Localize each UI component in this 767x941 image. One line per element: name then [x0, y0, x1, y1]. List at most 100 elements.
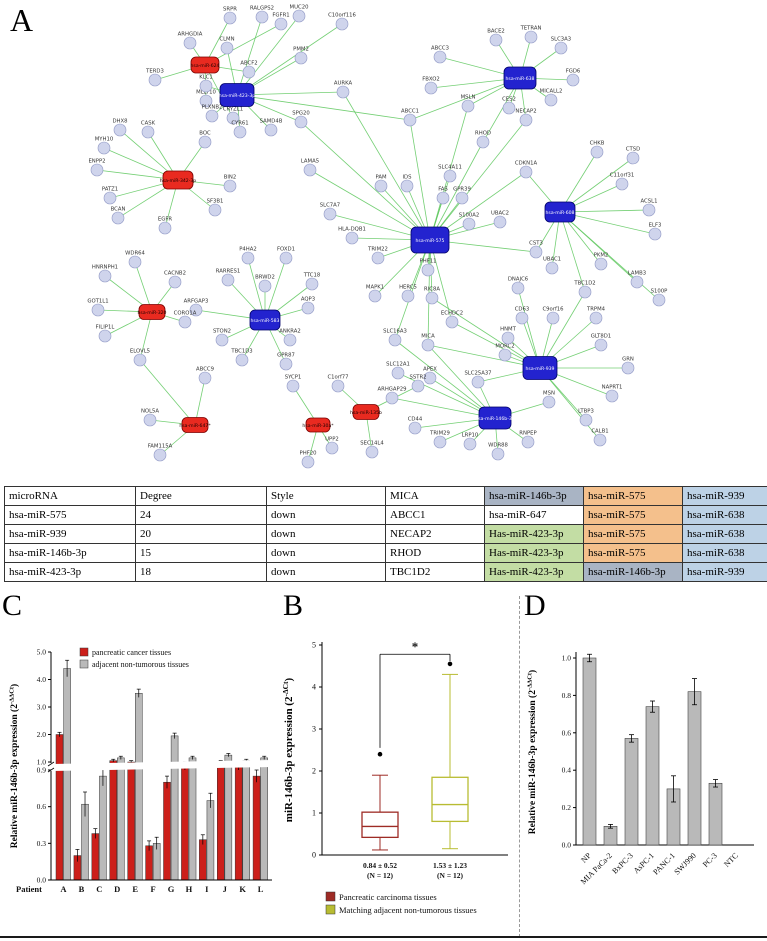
- gene-node: GPR87: [277, 353, 295, 371]
- svg-text:PATZ1: PATZ1: [102, 187, 118, 193]
- axis-break-band: [52, 760, 272, 771]
- gene-mirna-table-cell: MICA: [385, 486, 485, 506]
- svg-text:HERC5: HERC5: [399, 285, 417, 291]
- gene-mirna-table-cell: hsa-miR-146b-3p: [583, 562, 683, 582]
- svg-text:CTSD: CTSD: [626, 147, 640, 153]
- gene-node: FILIP1L: [96, 325, 114, 343]
- gene-node: KLC1: [199, 75, 213, 93]
- gene-node: GOT1L1: [87, 299, 109, 317]
- x-tick-label: PANC-1: [651, 851, 677, 877]
- svg-text:HLA-DQB1: HLA-DQB1: [338, 227, 366, 233]
- mirna-table-cell: 18: [135, 562, 267, 582]
- gene-node: BOC: [198, 131, 212, 149]
- mean-label: 0.84 ± 0.52: [363, 861, 397, 870]
- gene-node: AQP3: [301, 297, 315, 315]
- gene-node: MYH10: [95, 137, 114, 155]
- gene-node: CORO1A: [174, 311, 197, 329]
- legend-swatch: [325, 904, 336, 915]
- mirna-table-cell: hsa-miR-575: [4, 505, 136, 525]
- gene-node: SRPR: [223, 7, 237, 25]
- gene-node: ABCC9: [196, 367, 214, 385]
- svg-text:S100A2: S100A2: [459, 213, 479, 219]
- gene-node: CD44: [408, 417, 423, 435]
- legend-label: pancreatic cancer tissues: [92, 648, 171, 657]
- mirna-table-cell: 20: [135, 524, 267, 544]
- mirna-table-cell: down: [266, 543, 394, 563]
- svg-text:hsa-miR-135b: hsa-miR-135b: [350, 410, 382, 416]
- x-tick-label: SWJ990: [672, 851, 698, 877]
- mirna-table-cell: hsa-miR-146b-3p: [4, 543, 136, 563]
- svg-text:SPG20: SPG20: [292, 111, 310, 117]
- svg-text:GOT1L1: GOT1L1: [87, 299, 108, 305]
- svg-text:KLC1: KLC1: [199, 75, 213, 81]
- gene-node: S100P: [651, 289, 668, 307]
- svg-text:SLC16A3: SLC16A3: [383, 329, 407, 335]
- gene-node: SLC12A1: [386, 362, 410, 380]
- gene-node: ACSL1: [641, 199, 657, 217]
- gene-node: TBC1D3: [230, 349, 253, 367]
- svg-text:MUC20: MUC20: [290, 5, 310, 11]
- svg-text:DHX8: DHX8: [112, 119, 128, 125]
- x-tick-label: BxPC-3: [610, 851, 635, 876]
- gene-node: P4HA2: [239, 247, 257, 265]
- svg-text:hsa-miR-320: hsa-miR-320: [138, 310, 167, 316]
- gene-node: NAPRT1: [602, 385, 622, 403]
- svg-text:WDR64: WDR64: [125, 251, 145, 257]
- svg-text:HNRNPH1: HNRNPH1: [92, 265, 118, 271]
- y-tick-label: 4: [312, 683, 316, 692]
- svg-text:SRPR: SRPR: [223, 7, 237, 13]
- mirna-hub-node: hsa-miR-608: [544, 201, 576, 223]
- gene-node: ABCC1: [401, 109, 419, 127]
- gene-node: SAMD4B: [260, 119, 283, 137]
- gene-node: ARHGDIA: [178, 32, 203, 50]
- svg-text:MICA: MICA: [421, 334, 435, 340]
- svg-text:S100P: S100P: [651, 289, 668, 295]
- svg-text:SAMD4B: SAMD4B: [260, 119, 283, 125]
- panel-a-label: A: [10, 2, 34, 38]
- gene-node: TERD3: [145, 69, 164, 87]
- svg-text:TERD3: TERD3: [145, 69, 164, 75]
- svg-text:ELF3: ELF3: [649, 223, 662, 229]
- gene-node: WDR88: [488, 443, 508, 461]
- y-axis-label: Relative miR-146b-3p expression (2-ΔΔCt): [527, 670, 538, 834]
- svg-text:TRPM4: TRPM4: [586, 307, 606, 313]
- gene-mirna-table-cell: NECAP2: [385, 524, 485, 544]
- panel-b-label: B: [283, 589, 304, 622]
- gene-node: TRIM29: [429, 431, 450, 449]
- svg-text:RHOD: RHOD: [475, 131, 491, 137]
- gene-node: FGFR1: [272, 13, 290, 31]
- svg-text:FOXD1: FOXD1: [277, 247, 295, 253]
- svg-text:SLC7A7: SLC7A7: [320, 203, 340, 209]
- x-tick-label: C: [96, 884, 102, 894]
- svg-text:CACNB2: CACNB2: [164, 271, 186, 277]
- mirna-table-header: Style: [266, 486, 394, 506]
- svg-text:CST3: CST3: [529, 241, 543, 247]
- gene-mirna-table-row: RHOD Has-miR-423-3p hsa-miR-575 hsa-miR-638: [385, 543, 767, 563]
- x-tick-label: J: [223, 884, 228, 894]
- mirna-hub-node: hsa-miR-146b-3p: [475, 406, 515, 430]
- y-tick-label: 1: [312, 809, 316, 818]
- mirna-hub-node: hsa-miR-342-3p: [160, 170, 196, 190]
- gene-node: MLLT10: [196, 90, 216, 108]
- x-tick-label: K: [239, 884, 246, 894]
- svg-text:CD63: CD63: [515, 307, 530, 313]
- x-tick-label: B: [79, 884, 85, 894]
- gene-node: DHX8: [112, 119, 128, 137]
- svg-text:SSTR2: SSTR2: [409, 375, 426, 381]
- svg-text:hsa-miR-939: hsa-miR-939: [526, 366, 555, 372]
- mirna-table-row: hsa-miR-146b-3p 15 down: [4, 543, 394, 563]
- svg-text:TETRAN: TETRAN: [520, 26, 542, 32]
- svg-text:CES2: CES2: [502, 97, 516, 103]
- y-axis-label: Relative miR-146b-3p expression (2-ΔΔCt): [9, 684, 20, 848]
- gene-node: GLT8D1: [591, 334, 611, 352]
- svg-text:C11orf31: C11orf31: [610, 173, 634, 179]
- svg-text:WDR88: WDR88: [488, 443, 508, 449]
- gene-node: NOL5A: [141, 409, 159, 427]
- svg-text:SLC12A1: SLC12A1: [386, 362, 410, 368]
- svg-text:GLT8D1: GLT8D1: [591, 334, 611, 340]
- mean-label: 1.53 ± 1.23: [433, 861, 467, 870]
- gene-node: MICALL2: [540, 89, 562, 107]
- gene-node: ABCC3: [431, 46, 449, 64]
- gene-node: FGD6: [566, 69, 581, 87]
- svg-text:TBC1D3: TBC1D3: [230, 349, 252, 355]
